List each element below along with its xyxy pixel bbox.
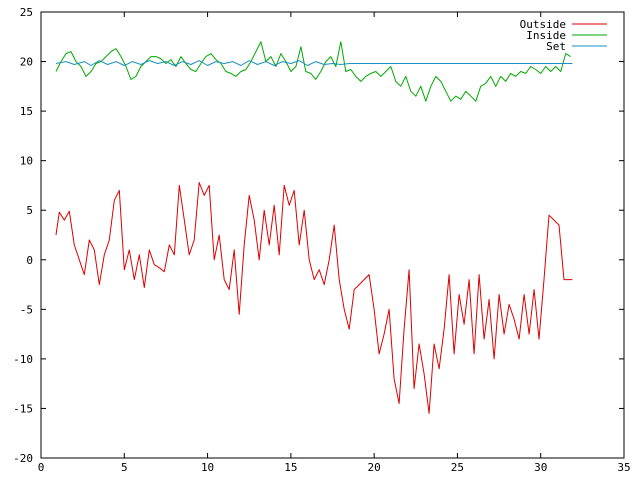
axis-layer: 0 5 10 15 20 25 30 35 -20 -15 -10 -5 0 5 10 15 20 25 <box>13 6 631 474</box>
x-tick-label: 0 <box>38 461 45 474</box>
y-tick-label: 5 <box>26 204 33 217</box>
y-tick-label: 10 <box>20 155 33 168</box>
x-tick-label: 35 <box>617 461 630 474</box>
y-tick-label: -5 <box>20 303 33 316</box>
y-tick-label: -15 <box>13 402 33 415</box>
y-tick-label: 0 <box>26 254 33 267</box>
legend-label-inside: Inside <box>526 29 566 42</box>
series-line-inside <box>55 41 571 102</box>
plot-frame <box>40 11 625 459</box>
series-layer <box>55 41 573 414</box>
x-tick-label: 30 <box>534 461 547 474</box>
legend-label-set: Set <box>546 40 566 53</box>
y-tick-label: 20 <box>20 56 33 69</box>
x-tick-label: 5 <box>121 461 128 474</box>
x-tick-label: 10 <box>201 461 214 474</box>
y-tick-label: -10 <box>13 353 33 366</box>
x-tick-label: 15 <box>284 461 297 474</box>
series-line-outside <box>55 182 573 414</box>
y-tick-label: 15 <box>20 105 33 118</box>
y-tick-label: -20 <box>13 452 33 465</box>
series-line-set <box>55 60 573 66</box>
x-tick-label: 25 <box>451 461 464 474</box>
legend-label-outside: Outside <box>520 18 566 31</box>
y-tick-label: 25 <box>20 6 33 19</box>
x-tick-label: 20 <box>368 461 381 474</box>
